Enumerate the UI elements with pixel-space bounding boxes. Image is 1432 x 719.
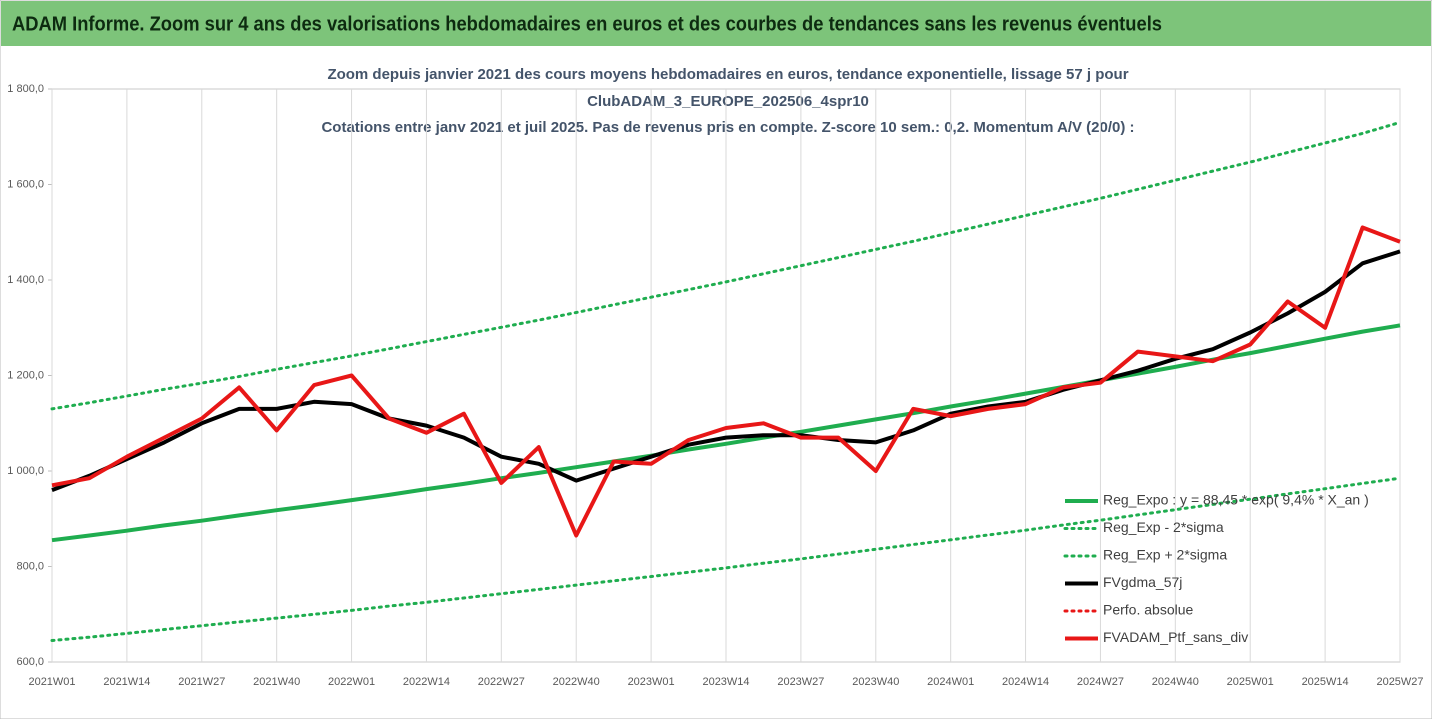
x-tick-label: 2024W14 — [1002, 676, 1049, 688]
x-tick-label: 2022W27 — [478, 676, 525, 688]
x-tick-label: 2024W27 — [1077, 676, 1124, 688]
legend-label: Reg_Exp + 2*sigma — [1103, 547, 1227, 563]
x-tick-label: 2025W27 — [1376, 676, 1423, 688]
legend-label: FVgdma_57j — [1103, 574, 1182, 590]
chart-title: Zoom depuis janvier 2021 des cours moyen… — [327, 66, 1128, 83]
x-tick-label: 2025W01 — [1227, 676, 1274, 688]
x-tick-label: 2025W14 — [1302, 676, 1349, 688]
chart-title: Cotations entre janv 2021 et juil 2025. … — [321, 119, 1134, 136]
x-tick-label: 2022W40 — [553, 676, 600, 688]
x-tick-label: 2023W01 — [628, 676, 675, 688]
legend-label: FVADAM_Ptf_sans_div — [1103, 629, 1248, 645]
series-line — [50, 476, 1402, 642]
x-tick-label: 2024W40 — [1152, 676, 1199, 688]
legend-label: Reg_Expo : y = 88,45 * exp( 9,4% * X_an … — [1103, 492, 1369, 508]
series-line — [51, 323, 1401, 543]
header-bar — [1, 1, 1431, 46]
x-tick-label: 2024W01 — [927, 676, 974, 688]
legend-label: Perfo. absolue — [1103, 602, 1193, 618]
y-tick-label: 600,0 — [16, 656, 44, 668]
series-line — [51, 225, 1401, 538]
series-line — [51, 249, 1401, 492]
series-line — [50, 120, 1402, 411]
x-tick-label: 2021W27 — [178, 676, 225, 688]
y-tick-label: 1 800,0 — [7, 83, 44, 95]
chart-title: ClubADAM_3_EUROPE_202506_4spr10 — [587, 93, 869, 110]
x-tick-label: 2021W01 — [28, 676, 75, 688]
x-tick-label: 2023W14 — [702, 676, 749, 688]
x-tick-label: 2022W01 — [328, 676, 375, 688]
y-tick-label: 1 400,0 — [7, 274, 44, 286]
legend-label: Reg_Exp - 2*sigma — [1103, 519, 1224, 535]
y-tick-label: 800,0 — [16, 560, 44, 572]
y-tick-label: 1 200,0 — [7, 369, 44, 381]
x-tick-label: 2023W40 — [852, 676, 899, 688]
x-tick-label: 2022W14 — [403, 676, 450, 688]
x-tick-label: 2021W14 — [103, 676, 150, 688]
x-tick-label: 2021W40 — [253, 676, 300, 688]
y-tick-label: 1 600,0 — [7, 178, 44, 190]
x-tick-label: 2023W27 — [777, 676, 824, 688]
header-title: ADAM Informe. Zoom sur 4 ans des valoris… — [12, 13, 1162, 35]
y-tick-label: 1 000,0 — [7, 465, 44, 477]
